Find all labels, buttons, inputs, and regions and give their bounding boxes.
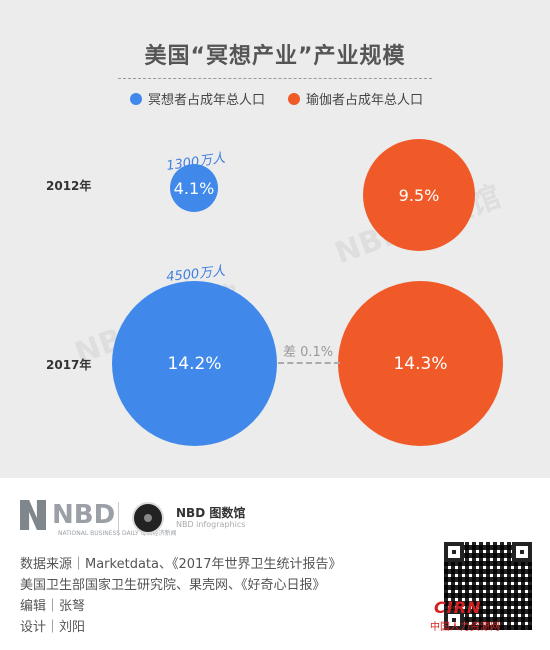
bubble-yoga-2017: 14.3% bbox=[338, 281, 503, 446]
legend-swatch-yoga bbox=[288, 92, 300, 105]
qr-corner bbox=[444, 542, 464, 562]
logo-divider bbox=[118, 502, 119, 536]
nbd-n-icon bbox=[20, 500, 46, 530]
nbd-tagline: NATIONAL BUSINESS DAILY 每日经济新闻 bbox=[58, 530, 177, 537]
legend-item-meditation: 冥想者占成年总人口 bbox=[130, 89, 265, 108]
title-divider bbox=[118, 78, 432, 79]
gap-label: 差 0.1% bbox=[283, 345, 334, 360]
source-line-1: 数据来源｜Marketdata、《2017年世界卫生统计报告》 bbox=[20, 557, 342, 572]
bubble-yoga-2012: 9.5% bbox=[363, 139, 475, 251]
legend-label-meditation: 冥想者占成年总人口 bbox=[148, 93, 266, 108]
qr-code[interactable] bbox=[444, 542, 532, 630]
cirn-stamp: CIRN bbox=[434, 598, 482, 617]
bubble-meditation-2017: 14.2% bbox=[112, 281, 277, 446]
gap-connector bbox=[278, 362, 340, 364]
legend-label-yoga: 瑜伽者占成年总人口 bbox=[306, 93, 424, 108]
brand-subtitle: NBD infographics bbox=[176, 520, 246, 529]
cirn-stamp-subtitle: 中国人力资源网 bbox=[430, 622, 500, 633]
year-label-2017: 2017年 bbox=[46, 358, 92, 372]
qr-corner bbox=[444, 610, 464, 630]
editor-credit: 编辑｜张弩 bbox=[20, 599, 86, 614]
bubble-meditation-2012: 4.1% bbox=[170, 164, 218, 212]
year-label-2012: 2012年 bbox=[46, 179, 92, 193]
footer: NBD NATIONAL BUSINESS DAILY 每日经济新闻 NBD 图… bbox=[0, 478, 550, 650]
qr-corner bbox=[512, 542, 532, 562]
chart-area: NBD 图数馆 NBD 图数馆 美国“冥想产业”产业规模 冥想者占成年总人口 瑜… bbox=[46, 44, 506, 446]
nbd-logo: NBD bbox=[20, 500, 115, 530]
chart-title: 美国“冥想产业”产业规模 bbox=[144, 44, 406, 69]
camera-lens-icon bbox=[132, 502, 164, 534]
designer-credit: 设计｜刘阳 bbox=[20, 620, 86, 635]
source-line-2: 美国卫生部国家卫生研究院、果壳网、《好奇心日报》 bbox=[20, 578, 326, 593]
nbd-logo-text: NBD bbox=[52, 500, 116, 530]
brand-name: NBD 图数馆 bbox=[176, 506, 246, 520]
legend-item-yoga: 瑜伽者占成年总人口 bbox=[288, 89, 423, 108]
legend-swatch-meditation bbox=[130, 92, 142, 105]
